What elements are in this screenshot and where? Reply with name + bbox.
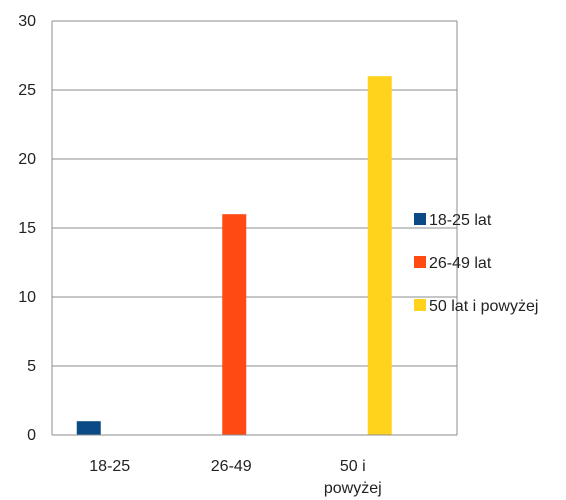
y-tick-label: 20 (18, 151, 36, 168)
legend-swatch (414, 256, 426, 268)
legend-label: 50 lat i powyżej (429, 298, 538, 315)
y-axis-ticks: 0 5 10 15 20 25 30 (18, 13, 36, 444)
x-tick-label: 50 i powyżej (324, 458, 382, 497)
y-tick-label: 15 (18, 220, 36, 237)
bar-18-25-lat (76, 421, 101, 435)
x-tick-label: 26-49 (211, 458, 252, 475)
legend-label: 18-25 lat (429, 212, 492, 229)
axes (51, 21, 458, 436)
y-tick-label: 30 (18, 13, 36, 30)
y-tick-label: 5 (27, 358, 36, 375)
legend: 18-25 lat 26-49 lat 50 lat i powyżej (414, 212, 538, 315)
y-tick-label: 10 (18, 289, 36, 306)
x-axis-ticks: 18-25 26-49 50 i powyżej (89, 458, 381, 497)
legend-swatch (414, 213, 426, 225)
bar-26-49-lat (222, 214, 247, 435)
legend-label: 26-49 lat (429, 255, 492, 272)
bars (76, 76, 392, 435)
x-tick-label: 18-25 (89, 458, 130, 475)
gridlines (52, 20, 457, 367)
legend-swatch (414, 299, 426, 311)
bar-50-lat-i-powyżej (367, 76, 392, 435)
y-tick-label: 25 (18, 82, 36, 99)
y-tick-label: 0 (27, 427, 36, 444)
